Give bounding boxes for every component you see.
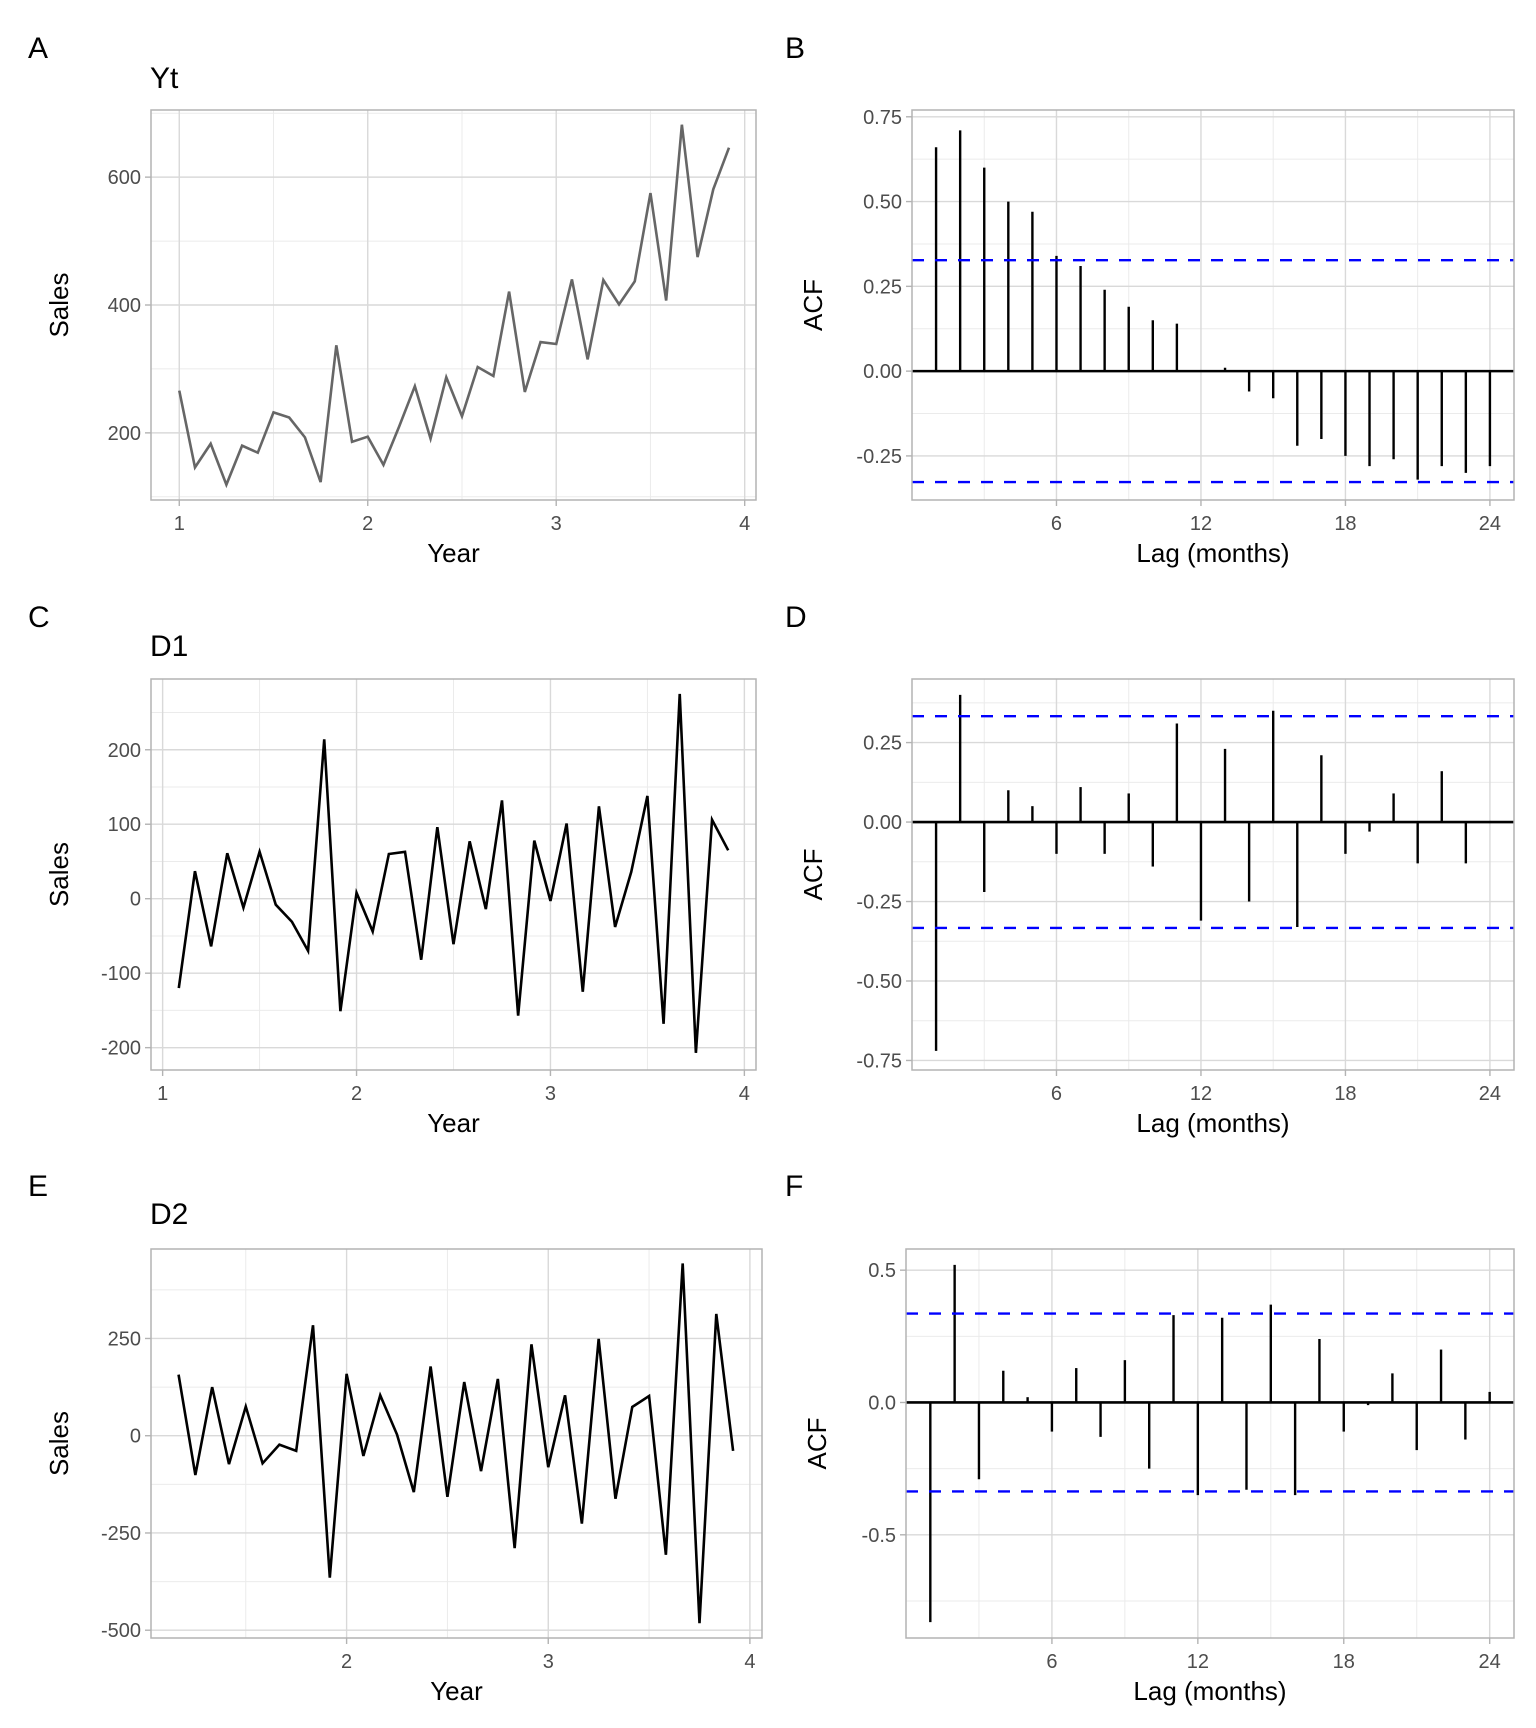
y-axis-title: ACF [798, 279, 828, 331]
x-axis-title: Year [427, 1108, 480, 1138]
panel-a: A Yt 200 400 600 1 2 3 4 Year Sales [28, 32, 757, 568]
panel-letter: C [28, 601, 50, 634]
panel-letter: E [28, 1170, 48, 1203]
plot-background [912, 679, 1514, 1070]
y-tick-label: -0.5 [862, 1525, 896, 1547]
x-tick-label: 6 [1051, 1083, 1062, 1105]
y-tick-label: 0.50 [863, 192, 902, 214]
panel-f: F -0.5 0.0 0.5 6 12 18 24 Lag (months) ACF [785, 1170, 1515, 1706]
panel-c: C D1 -200 -100 0 100 200 1 2 3 4 Year Sales [28, 601, 757, 1138]
panel-letter: A [28, 32, 48, 65]
series-line [177, 124, 731, 489]
y-tick-label: 0.00 [863, 361, 902, 383]
x-tick-label: 4 [739, 513, 750, 535]
plot-title: D2 [150, 1198, 188, 1231]
x-tick-label: 4 [744, 1651, 755, 1673]
y-tick-label: 0.25 [863, 276, 902, 298]
x-tick-label: 3 [551, 513, 562, 535]
x-tick-label: 12 [1187, 1651, 1209, 1673]
x-tick-label: 12 [1190, 513, 1212, 535]
panel-letter: F [785, 1170, 803, 1203]
plot-background [906, 1249, 1514, 1638]
y-tick-label: -200 [101, 1038, 141, 1060]
x-tick-label: 18 [1333, 1651, 1355, 1673]
x-tick-label: 2 [351, 1083, 362, 1105]
x-tick-label: 2 [341, 1651, 352, 1673]
x-tick-label: 2 [362, 513, 373, 535]
y-tick-label: 0.25 [863, 733, 902, 755]
plot-background [912, 110, 1514, 500]
panel-letter: B [785, 32, 805, 65]
y-tick-label: 0.5 [868, 1260, 896, 1282]
x-tick-label: 18 [1334, 1083, 1356, 1105]
y-tick-label: -500 [101, 1620, 141, 1642]
x-tick-label: 1 [174, 513, 185, 535]
x-tick-label: 24 [1479, 513, 1501, 535]
x-axis-title: Year [430, 1676, 483, 1706]
y-tick-label: 0.75 [863, 107, 902, 129]
plot-frame [150, 678, 757, 1071]
panel-d: D -0.75 -0.50 -0.25 0.00 0.25 6 12 18 24 Lag (mont… [785, 601, 1515, 1138]
y-axis-title: ACF [798, 849, 828, 901]
x-axis-title: Lag (months) [1133, 1676, 1286, 1706]
panel-letter: D [785, 601, 807, 634]
y-tick-label: 0.00 [863, 812, 902, 834]
y-axis-title: Sales [44, 842, 74, 907]
plot-title: D1 [150, 630, 188, 663]
panel-b: B -0.25 0.00 0.25 0.50 0.75 6 12 18 24 Lag (months… [785, 32, 1515, 568]
y-tick-label: 250 [108, 1328, 141, 1350]
y-tick-label: -0.25 [856, 446, 902, 468]
y-tick-label: -0.75 [856, 1050, 902, 1072]
panel-e: E D2 -500 -250 0 250 2 3 4 Year Sales [28, 1170, 763, 1706]
x-tick-label: 1 [157, 1083, 168, 1105]
x-axis-title: Lag (months) [1136, 538, 1289, 568]
y-tick-label: -0.50 [856, 971, 902, 993]
y-tick-label: 200 [108, 740, 141, 762]
x-tick-label: 12 [1190, 1083, 1212, 1105]
y-tick-label: -100 [101, 963, 141, 985]
y-axis-title: Sales [44, 272, 74, 337]
y-tick-label: 0 [130, 1426, 141, 1448]
x-tick-label: 6 [1046, 1651, 1057, 1673]
y-tick-label: 400 [108, 295, 141, 317]
series-line [177, 1263, 735, 1624]
x-tick-label: 18 [1334, 513, 1356, 535]
plot-frame [150, 1248, 763, 1639]
y-axis-title: ACF [802, 1418, 832, 1470]
x-tick-label: 24 [1479, 1083, 1501, 1105]
x-tick-label: 6 [1051, 513, 1062, 535]
x-tick-label: 3 [543, 1651, 554, 1673]
y-axis-title: Sales [44, 1411, 74, 1476]
y-tick-label: 0.0 [868, 1392, 896, 1414]
x-axis-title: Year [427, 538, 480, 568]
plot-frame [911, 109, 1515, 501]
x-tick-label: 3 [545, 1083, 556, 1105]
y-tick-label: 100 [108, 814, 141, 836]
series-line [177, 693, 730, 1053]
x-tick-label: 24 [1479, 1651, 1501, 1673]
y-tick-label: -250 [101, 1523, 141, 1545]
y-tick-label: 600 [108, 167, 141, 189]
y-tick-label: 200 [108, 423, 141, 445]
plot-frame [905, 1248, 1515, 1639]
plot-title: Yt [150, 62, 179, 95]
y-tick-label: -0.25 [856, 892, 902, 914]
x-tick-label: 4 [739, 1083, 750, 1105]
y-tick-label: 0 [130, 889, 141, 911]
plot-frame [911, 678, 1515, 1071]
x-axis-title: Lag (months) [1136, 1108, 1289, 1138]
